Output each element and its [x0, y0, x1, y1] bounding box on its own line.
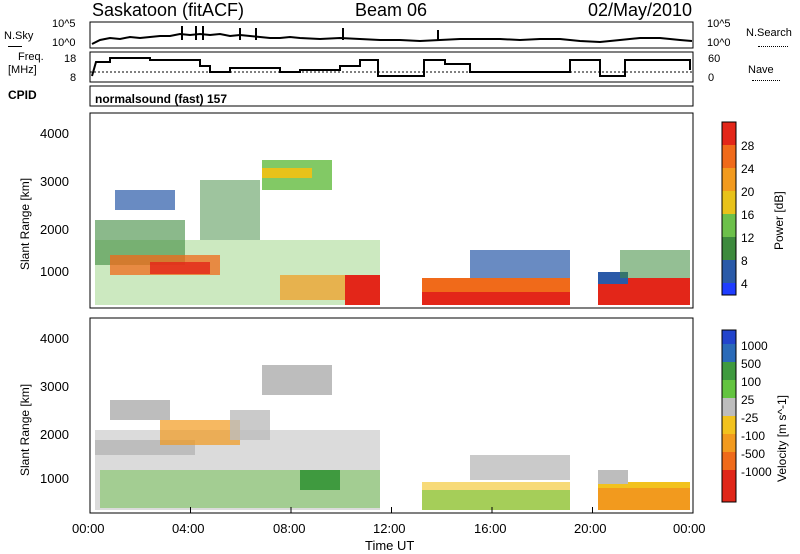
velocity-ytick-4000: 4000 [40, 331, 69, 346]
power-ytick-2000: 2000 [40, 222, 69, 237]
velocity-cb-100: 100 [741, 375, 762, 389]
xtick-5: 20:00 [574, 521, 607, 536]
velocity-cb-500: 500 [741, 357, 762, 371]
nave-label: Nave [748, 64, 774, 76]
power-cb-16: 16 [741, 208, 755, 222]
velocity-axis-title: Slant Range [km] [18, 383, 32, 476]
velocity-ytick-1000: 1000 [40, 471, 69, 486]
freq-line [91, 57, 691, 77]
velocity-ytick-3000: 3000 [40, 379, 69, 394]
xtick-4: 16:00 [474, 521, 507, 536]
xlabel: Time UT [365, 538, 415, 553]
cpid-label: CPID [8, 88, 37, 102]
velocity-cb-minus100: -100 [741, 429, 766, 443]
power-ytick-3000: 3000 [40, 174, 69, 189]
sky-tick-high-right: 10^5 [707, 18, 731, 30]
velocity-cb-minus25: -25 [741, 411, 759, 425]
power-ytick-1000: 1000 [40, 264, 69, 279]
power-ytick-4000: 4000 [40, 126, 69, 141]
velocity-colorbar-label: Velocity [m s^-1] [775, 395, 789, 482]
sky-panel [89, 21, 694, 49]
velocity-cb-1000: 1000 [741, 339, 768, 353]
power-colorbar-label: Power [dB] [772, 191, 786, 250]
nsearch-legend-line [758, 46, 788, 47]
time-axis-ticks [89, 507, 694, 513]
power-panel [89, 112, 694, 309]
xtick-2: 08:00 [273, 521, 306, 536]
nsky-line [91, 32, 693, 45]
velocity-cb-minus500: -500 [741, 447, 766, 461]
velocity-cb-25: 25 [741, 393, 755, 407]
freq-unit: [MHz] [8, 64, 37, 76]
velocity-cb-minus1000: -1000 [741, 465, 772, 479]
xtick-1: 04:00 [172, 521, 205, 536]
sky-tick-low-right: 10^0 [707, 37, 731, 49]
xtick-0: 00:00 [72, 521, 105, 536]
nave-tick-high: 60 [708, 53, 721, 65]
freq-label: Freq. [18, 51, 44, 63]
nsky-legend-line [8, 46, 22, 47]
power-cb-24: 24 [741, 162, 755, 176]
freq-panel [89, 51, 694, 83]
sky-tick-low-left: 10^0 [52, 37, 76, 49]
velocity-heatmap [95, 365, 690, 510]
velocity-ytick-2000: 2000 [40, 427, 69, 442]
nsearch-label: N.Search [746, 27, 792, 39]
power-axis-title: Slant Range [km] [18, 177, 32, 270]
sky-tick-high-left: 10^5 [52, 18, 76, 30]
xtick-6: 00:00 [673, 521, 706, 536]
station-title: Saskatoon (fitACF) [92, 0, 245, 20]
power-cb-20: 20 [741, 185, 755, 199]
xtick-3: 12:00 [373, 521, 406, 536]
power-cb-12: 12 [741, 231, 755, 245]
freq-tick-low: 8 [70, 72, 77, 84]
nave-tick-low: 0 [708, 72, 715, 84]
beam-title: Beam 06 [355, 0, 428, 20]
nave-legend-line [752, 80, 780, 81]
date-title: 02/May/2010 [588, 0, 693, 20]
power-cb-28: 28 [741, 139, 755, 153]
velocity-colorbar [721, 329, 737, 503]
freq-tick-high: 18 [64, 53, 77, 65]
power-colorbar [721, 121, 737, 296]
power-heatmap [95, 160, 690, 305]
cpid-box [89, 85, 694, 107]
power-cb-4: 4 [741, 277, 748, 291]
cpid-value: normalsound (fast) 157 [95, 92, 228, 106]
nsky-label: N.Sky [4, 30, 34, 42]
power-cb-8: 8 [741, 254, 748, 268]
velocity-panel [89, 317, 694, 514]
